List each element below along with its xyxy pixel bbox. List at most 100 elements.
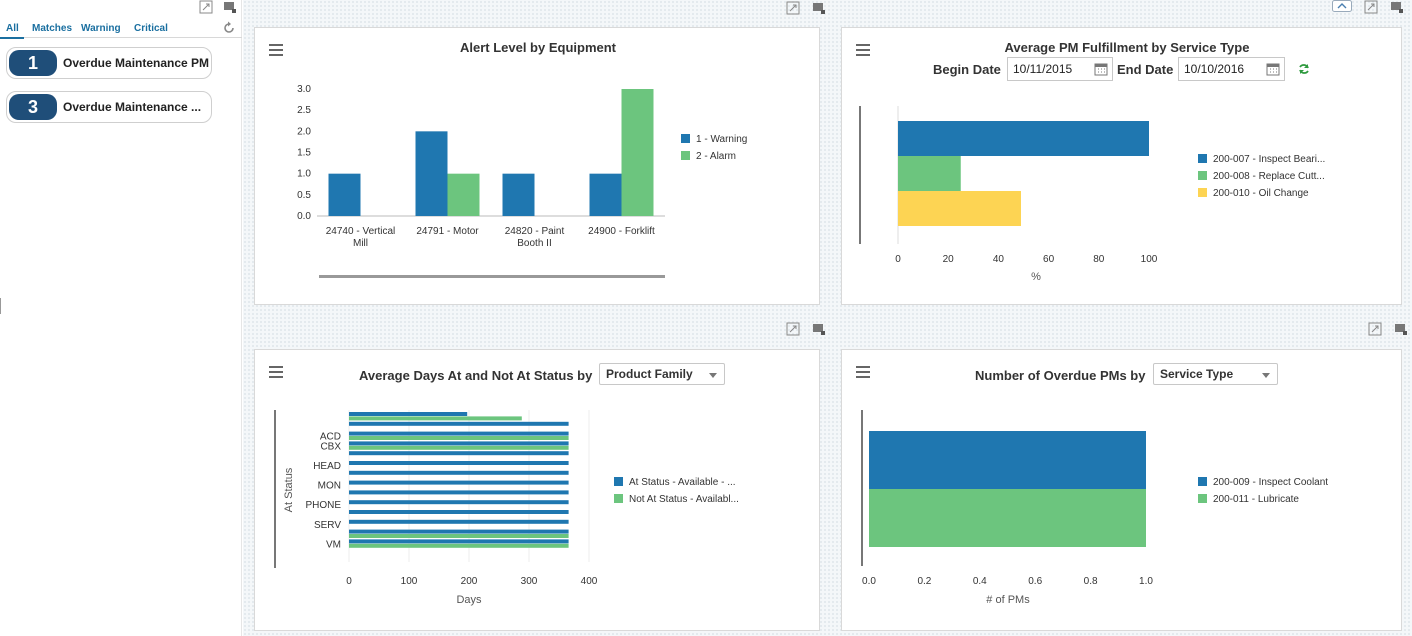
bar	[621, 89, 654, 216]
alert-count-badge: 3	[9, 94, 57, 120]
tab-matches[interactable]: Matches	[32, 23, 73, 34]
y-tick-label: HEAD	[313, 461, 341, 472]
legend-label: 200-010 - Oil Change	[1213, 188, 1309, 199]
bar	[869, 489, 1146, 547]
maximize-icon[interactable]	[1364, 0, 1378, 14]
refresh-icon[interactable]	[222, 21, 236, 35]
tile-menu-icon[interactable]	[223, 0, 237, 14]
hamburger-menu-icon[interactable]	[269, 366, 283, 378]
tile-title: Alert Level by Equipment	[459, 40, 617, 55]
alert-item-overdue-pm[interactable]: 1 Overdue Maintenance PM	[6, 47, 212, 79]
bar	[869, 431, 1146, 489]
x-axis-title: # of PMs	[986, 594, 1030, 606]
hamburger-menu-icon[interactable]	[856, 366, 870, 378]
tile-menu-icon[interactable]	[1390, 0, 1404, 14]
calendar-icon[interactable]	[1094, 62, 1108, 76]
maximize-icon[interactable]	[786, 1, 800, 15]
bar	[349, 445, 569, 450]
x-tick-label: 200	[461, 576, 478, 587]
x-tick-label: Mill	[353, 238, 368, 249]
legend-label: 200-011 - Lubricate	[1213, 494, 1299, 505]
bar	[898, 121, 1149, 156]
legend-swatch	[1198, 494, 1207, 503]
x-tick-label: 100	[401, 576, 418, 587]
bar	[349, 441, 569, 446]
tab-all[interactable]: All	[6, 23, 19, 34]
select-value: Product Family	[606, 367, 693, 381]
x-tick-label: 400	[581, 576, 598, 587]
tile-menu-icon[interactable]	[812, 322, 826, 336]
chevron-down-icon	[1262, 373, 1270, 378]
tile-title: Average Days At and Not At Status by	[359, 368, 593, 383]
bar	[349, 421, 569, 426]
y-tick-label: CBX	[320, 441, 341, 452]
pane-divider-handle[interactable]	[0, 298, 1, 314]
bar	[349, 480, 569, 485]
y-tick-label: 0.5	[297, 190, 311, 201]
legend-label: At Status - Available - ...	[629, 477, 736, 488]
x-tick-label: 100	[1141, 254, 1158, 265]
x-tick-label: 60	[1043, 254, 1055, 265]
tile-toolbar-alert-level	[786, 1, 826, 15]
service-type-select[interactable]: Service Type	[1153, 363, 1278, 385]
tile-alert-level: Alert Level by Equipment 0.0 0.5 1.0 1.5 2.0…	[254, 27, 820, 305]
bar	[349, 529, 569, 534]
bar	[349, 451, 569, 456]
active-tab-indicator	[0, 37, 24, 39]
tile-overdue-pms: Number of Overdue PMs by Service Type 0.…	[841, 349, 1402, 631]
legend-swatch	[681, 134, 690, 143]
alert-item-label: Overdue Maintenance ...	[63, 100, 202, 114]
legend-swatch	[614, 494, 623, 503]
bar	[328, 173, 361, 216]
bar	[415, 131, 448, 216]
y-tick-label: MON	[318, 481, 341, 492]
x-tick-label: 0.2	[917, 576, 931, 587]
hamburger-menu-icon[interactable]	[856, 44, 870, 56]
end-date-input[interactable]: 10/10/2016	[1178, 57, 1285, 81]
tile-menu-icon[interactable]	[1394, 322, 1408, 336]
y-tick-label: PHONE	[305, 500, 341, 511]
x-axis-title: Days	[456, 594, 482, 606]
maximize-icon[interactable]	[1368, 322, 1382, 336]
refresh-icon[interactable]	[1297, 62, 1311, 76]
bar	[349, 534, 569, 538]
tile-menu-icon[interactable]	[812, 1, 826, 15]
y-tick-label: 2.0	[297, 126, 311, 137]
hamburger-menu-icon[interactable]	[269, 44, 283, 56]
maximize-icon[interactable]	[786, 322, 800, 336]
chevron-down-icon	[709, 373, 717, 378]
x-tick-label: 0.6	[1028, 576, 1042, 587]
bar	[349, 461, 569, 465]
tile-toolbar-overdue-pms	[1368, 322, 1408, 336]
alert-item-overdue-maintenance[interactable]: 3 Overdue Maintenance ...	[6, 91, 212, 123]
select-value: Service Type	[1160, 367, 1234, 381]
x-tick-label: 40	[993, 254, 1005, 265]
y-tick-label: 3.0	[297, 84, 311, 95]
tile-avg-days: Average Days At and Not At Status by Pro…	[254, 349, 820, 631]
bar	[349, 470, 569, 475]
x-tick-label: 24900 - Forklift	[588, 226, 655, 237]
x-tick-label: 24791 - Motor	[416, 226, 479, 237]
bar	[349, 510, 569, 514]
collapse-up-icon[interactable]	[1332, 0, 1352, 12]
alert-filter-tabs: All Matches Warning Critical	[0, 20, 242, 39]
x-tick-label: 0.0	[862, 576, 876, 587]
bar	[349, 431, 569, 436]
calendar-icon[interactable]	[1266, 62, 1280, 76]
product-family-select[interactable]: Product Family	[599, 363, 725, 385]
tile-pm-fulfillment: Average PM Fulfillment by Service Type B…	[841, 27, 1402, 305]
maximize-icon[interactable]	[199, 0, 213, 14]
bar	[349, 416, 522, 421]
begin-date-label: Begin Date	[933, 62, 1001, 77]
x-tick-label: 80	[1093, 254, 1105, 265]
legend-swatch	[1198, 188, 1207, 197]
x-tick-label: 0	[895, 254, 901, 265]
tab-critical[interactable]: Critical	[134, 23, 168, 34]
begin-date-input[interactable]: 10/11/2015	[1007, 57, 1113, 81]
tab-warning[interactable]: Warning	[81, 23, 121, 34]
x-tick-label: 0	[346, 576, 352, 587]
x-tick-label: 24820 - Paint	[505, 226, 565, 237]
alerts-pane-toolbar	[199, 0, 237, 16]
